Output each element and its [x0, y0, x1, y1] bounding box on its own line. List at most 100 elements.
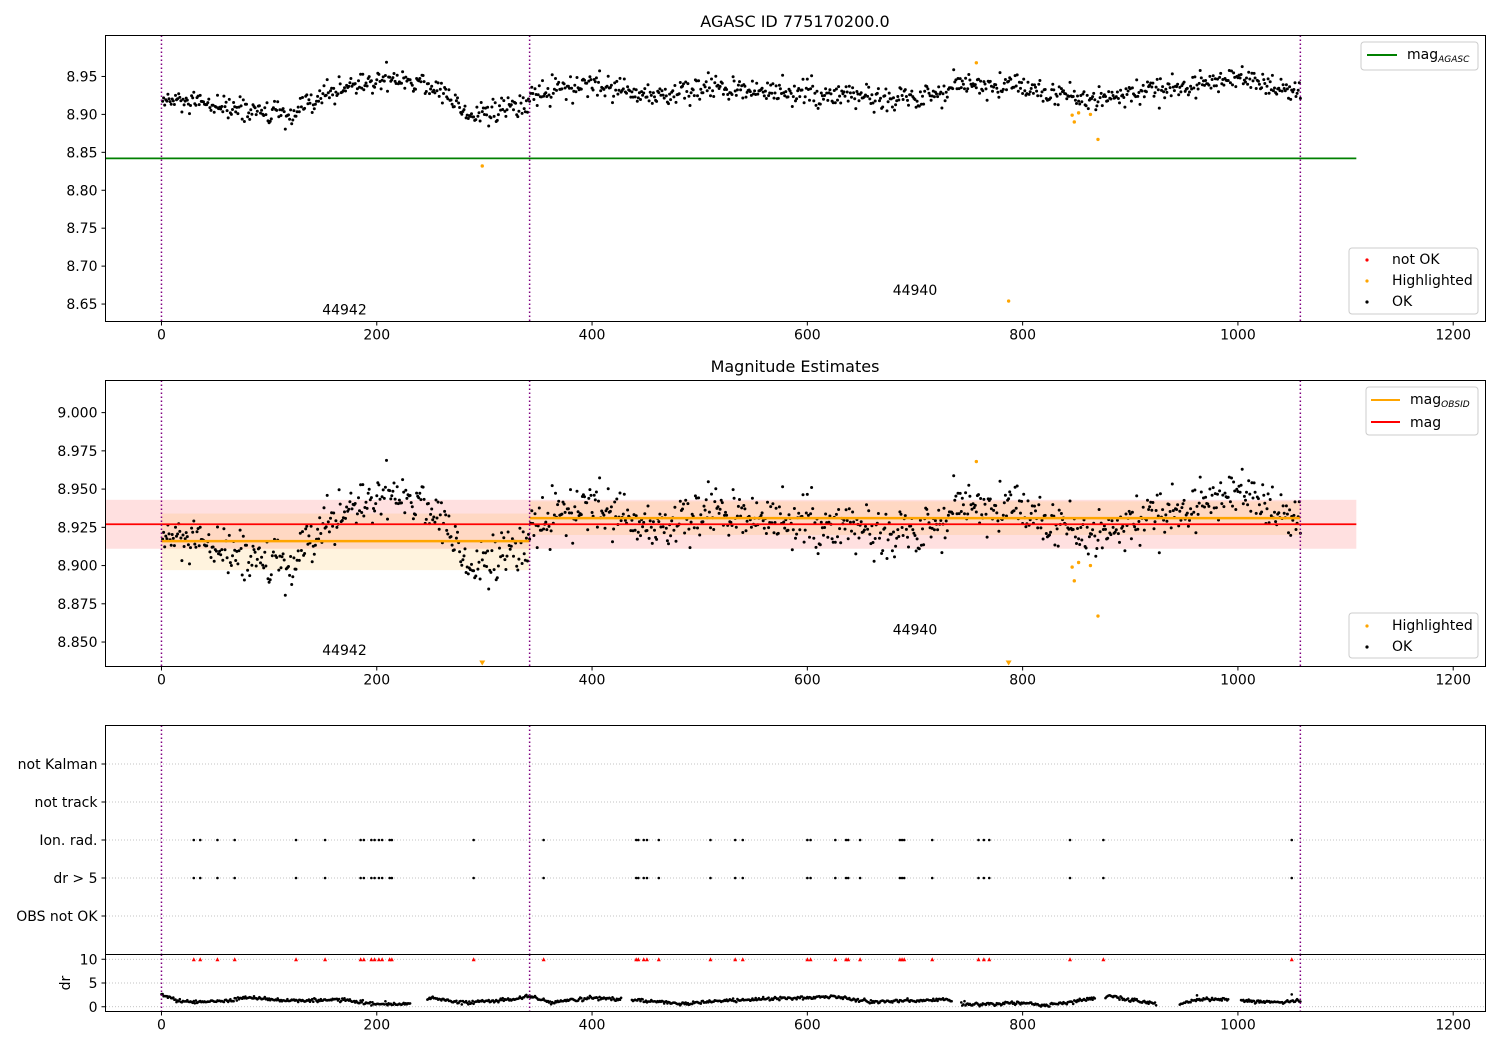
data-point-ok [253, 106, 257, 110]
flag-dr5-point [930, 876, 934, 880]
data-point-ok [1085, 525, 1089, 529]
data-point-ok [814, 545, 818, 549]
data-point-ok [290, 583, 294, 586]
data-point-ok [725, 88, 729, 91]
data-point-highlighted [1096, 614, 1100, 618]
data-point-ok [434, 498, 438, 502]
data-point-ok [824, 512, 828, 516]
p2-x-tick-label: 400 [579, 673, 606, 689]
dr-point [471, 999, 474, 1003]
dr-point [778, 998, 781, 1002]
p1-x-tick-label: 400 [579, 328, 606, 344]
data-point-ok [1231, 504, 1234, 508]
legend-marker-ok [1365, 645, 1369, 649]
data-point-ok [515, 564, 519, 568]
data-point-ok [774, 84, 778, 88]
data-point-ok [170, 533, 174, 536]
data-point-ok [898, 510, 902, 514]
data-point-ok [771, 502, 775, 506]
data-point-ok [1283, 89, 1287, 93]
data-point-ok [894, 544, 898, 548]
data-point-ok [1007, 497, 1011, 501]
data-point-ok [462, 554, 466, 558]
flag-ion-rad-point [741, 838, 745, 842]
data-point-ok [248, 574, 252, 578]
flag-ion-rad-point [370, 838, 373, 842]
data-point-ok [647, 99, 651, 103]
data-point-ok [1246, 503, 1250, 507]
data-point-ok [750, 496, 754, 500]
data-point-ok [1141, 505, 1145, 509]
data-point-ok [687, 527, 691, 531]
dr-point [587, 997, 591, 1000]
data-point-ok [819, 91, 823, 95]
data-point-ok [579, 87, 583, 91]
data-point-ok [674, 100, 678, 104]
data-point-ok [643, 512, 647, 516]
data-point-ok [383, 74, 387, 77]
data-point-ok [1244, 80, 1247, 84]
data-point-ok [773, 521, 777, 524]
dr-point [548, 1000, 552, 1003]
data-point-ok [544, 91, 548, 95]
data-point-ok [598, 476, 602, 480]
data-point-ok [446, 532, 450, 536]
data-point-ok [981, 89, 985, 93]
data-point-ok [1151, 81, 1155, 85]
p1-y-tick-label: 8.70 [66, 259, 97, 275]
dr-point [580, 996, 583, 1000]
panel-agasc-title: AGASC ID 775170200.0 [700, 12, 889, 31]
data-point-ok [609, 83, 613, 87]
data-point-ok [773, 91, 777, 95]
data-point-ok [1100, 546, 1104, 550]
data-point-ok [303, 106, 307, 110]
p2-x-tick-label: 1000 [1220, 673, 1256, 689]
data-point-ok [803, 95, 807, 99]
data-point-ok [182, 545, 186, 548]
data-point-ok [472, 569, 476, 573]
flag-ion-rad-point [233, 838, 236, 842]
data-point-ok [364, 500, 368, 504]
data-point-ok [1079, 94, 1083, 97]
data-point-ok [301, 96, 304, 99]
data-point-ok [790, 105, 794, 108]
data-point-ok [331, 93, 335, 97]
data-point-ok [1194, 531, 1198, 535]
panel-magnitude-axes: 0 200 400 600 800 1000 12008.8508.8758.9008.92… [57, 406, 1471, 689]
data-point-ok [854, 552, 858, 556]
data-point-ok [684, 498, 688, 502]
data-point-ok [250, 563, 254, 567]
data-point-ok [699, 513, 703, 517]
data-point-ok [1195, 83, 1199, 87]
dr-point [1154, 1004, 1158, 1007]
data-point-ok [275, 108, 279, 112]
data-point-ok [424, 90, 428, 93]
data-point-ok [760, 511, 764, 515]
data-point-ok [1094, 108, 1098, 112]
data-point-ok [1285, 512, 1289, 516]
data-point-ok [460, 112, 464, 116]
data-point-ok [530, 509, 534, 513]
data-point-ok [550, 73, 554, 77]
data-point-ok [263, 106, 267, 110]
data-point-ok [486, 105, 490, 109]
data-point-ok [1176, 503, 1180, 507]
data-point-ok [1080, 538, 1084, 542]
flag-ion-rad-point [930, 838, 934, 842]
data-point-ok [983, 502, 987, 506]
data-point-ok [842, 90, 846, 94]
data-point-ok [784, 90, 788, 94]
dr-point [1090, 996, 1093, 999]
data-point-ok [219, 107, 223, 111]
legend-label-ok: OK [1392, 639, 1413, 655]
data-point-ok [355, 512, 359, 516]
data-point-ok [522, 552, 526, 556]
data-point-ok [1192, 510, 1196, 514]
data-point-ok [964, 491, 968, 495]
data-point-ok [599, 89, 603, 93]
data-point-ok [706, 71, 710, 75]
data-point-ok [498, 546, 501, 550]
data-point-ok [828, 88, 832, 92]
data-point-ok [234, 559, 238, 562]
